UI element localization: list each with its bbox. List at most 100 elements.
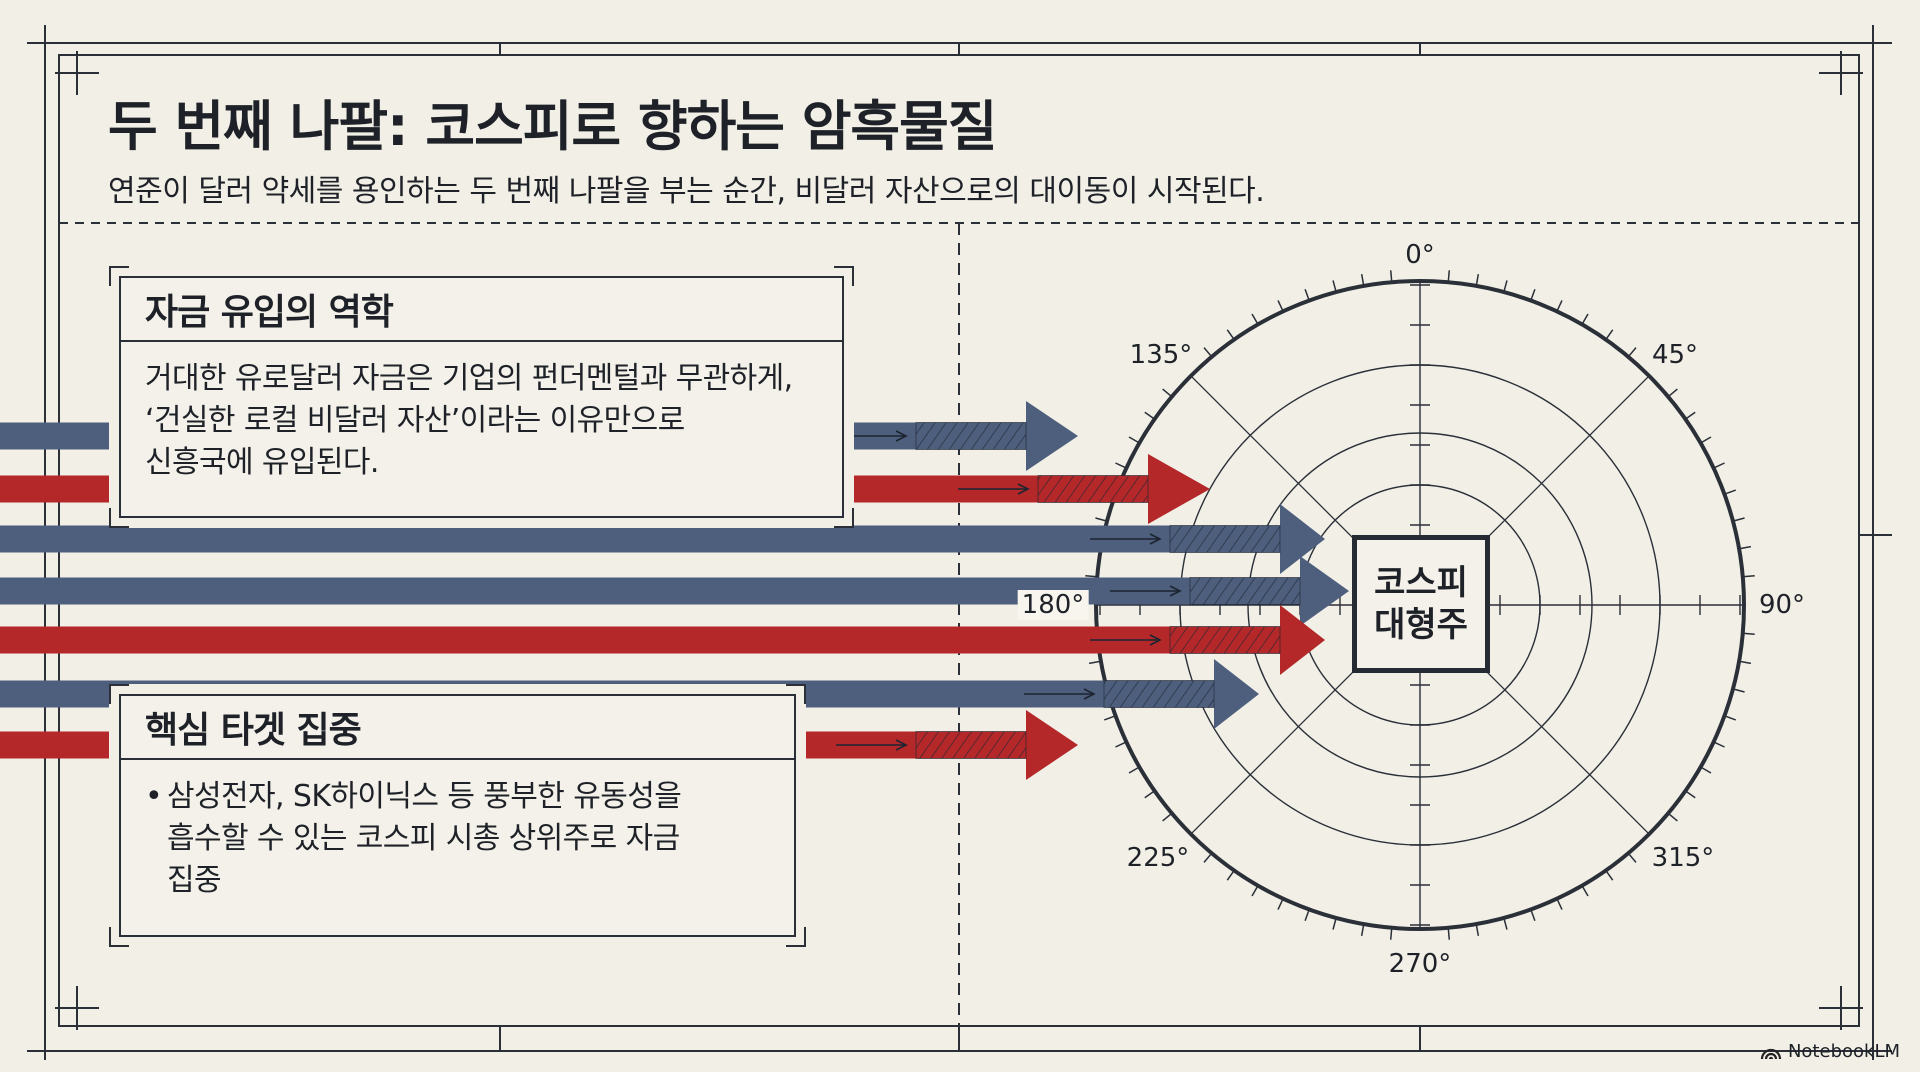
inflow-dynamics-panel: 자금 유입의 역학 거대한 유로달러 자금은 기업의 펀더멘털과 무관하게, ‘…	[109, 266, 854, 528]
flow-arrow-head	[1214, 659, 1259, 729]
angle-label-90: 90°	[1758, 590, 1806, 620]
compass-degree-tick	[1144, 411, 1156, 420]
panel-line: 거대한 유로달러 자금은 기업의 펀더멘털과 무관하게,	[145, 361, 793, 396]
panel-line: 삼성전자, SK하이닉스 등 풍부한 유동성을	[167, 779, 682, 814]
compass-degree-tick	[1203, 347, 1213, 358]
compass-degree-tick	[1667, 388, 1678, 398]
compass-degree-tick	[1447, 927, 1451, 940]
angle-label-45: 45°	[1651, 340, 1699, 370]
flow-direction-arrowhead	[1017, 483, 1030, 495]
compass-degree-tick	[1684, 790, 1696, 799]
compass-degree-tick	[1475, 273, 1480, 287]
kospi-large-cap-target: 코스피 대형주	[1352, 535, 1490, 673]
flow-arrow-hatch	[1169, 626, 1281, 654]
notebooklm-logo-icon	[1760, 1048, 1782, 1059]
compass-degree-tick	[1713, 741, 1725, 748]
flow-arrow-head	[1280, 504, 1325, 574]
compass-degree-tick	[1627, 852, 1637, 863]
compass-degree-tick	[1724, 715, 1736, 721]
flow-arrow-head	[1148, 454, 1210, 524]
compass-degree-tick	[1742, 632, 1755, 636]
bullet-item: • 삼성전자, SK하이닉스 등 풍부한 유동성을 흡수할 수 있는 코스피 시…	[145, 776, 770, 902]
flow-arrow-hatch	[1169, 525, 1281, 553]
compass-degree-tick	[1304, 909, 1310, 921]
compass-degree-tick	[1251, 313, 1259, 325]
compass-degree-tick	[1742, 574, 1755, 578]
flow-arrow-body	[0, 577, 1300, 605]
compass-degree-tick	[1713, 462, 1725, 469]
compass-degree-tick	[1732, 517, 1745, 522]
compass-degree-tick	[1277, 300, 1284, 312]
flow-direction-arrowhead	[1149, 533, 1162, 545]
angle-label-315: 315°	[1651, 843, 1715, 873]
compass-degree-tick	[1684, 411, 1696, 420]
flow-direction-arrowhead	[1169, 585, 1182, 597]
corner-bracket	[834, 266, 854, 286]
brand-name: NotebookLM	[1787, 1041, 1900, 1062]
flow-direction-arrowhead	[895, 739, 908, 751]
flow-arrow-head	[1026, 401, 1078, 471]
compass-degree-tick	[1128, 436, 1140, 444]
flow-arrow-hatch	[915, 731, 1027, 759]
brand-watermark: NotebookLM	[1760, 1041, 1900, 1062]
flow-direction-arrowhead	[895, 430, 908, 442]
panel-line: ‘건실한 로컬 비달러 자산’이라는 이유만으로	[145, 403, 685, 438]
compass-degree-tick	[1203, 852, 1213, 863]
core-target-panel: 핵심 타겟 집중 • 삼성전자, SK하이닉스 등 풍부한 유동성을 흡수할 수…	[109, 684, 806, 947]
compass-degree-tick	[1360, 273, 1365, 287]
flow-arrow-body	[0, 626, 1280, 654]
flow-arrow-body	[0, 525, 1280, 553]
compass-degree-tick	[1332, 917, 1337, 930]
flow-arrow-hatch	[1103, 680, 1215, 708]
compass-degree-tick	[1304, 289, 1310, 301]
compass-degree-tick	[1389, 270, 1393, 283]
target-label: 대형주	[1374, 605, 1468, 645]
flow-arrow-hatch	[915, 422, 1027, 450]
compass-degree-tick	[1667, 812, 1678, 822]
flow-direction-arrowhead	[1149, 634, 1162, 646]
compass-degree-tick	[1530, 289, 1536, 301]
compass-degree-tick	[1360, 923, 1365, 937]
compass-degree-tick	[1475, 923, 1480, 937]
compass-degree-tick	[1738, 660, 1752, 665]
bullet-dot-icon: •	[145, 779, 163, 814]
corner-bracket	[109, 508, 129, 528]
compass-spoke	[1190, 671, 1354, 835]
panel-line: 집중	[167, 863, 222, 898]
compass-degree-tick	[1732, 688, 1745, 693]
corner-bracket	[834, 508, 854, 528]
compass-degree-tick	[1627, 347, 1637, 358]
compass-spoke	[1486, 671, 1650, 835]
compass-degree-tick	[1144, 790, 1156, 799]
flow-arrow-hatch	[1189, 577, 1301, 605]
corner-bracket	[786, 684, 806, 704]
compass-degree-tick	[1503, 917, 1508, 930]
panel-heading: 핵심 타겟 집중	[121, 696, 794, 760]
compass-degree-tick	[1530, 909, 1536, 921]
corner-bracket	[109, 684, 129, 704]
compass-degree-tick	[1226, 869, 1235, 881]
panel-heading: 자금 유입의 역학	[121, 278, 842, 342]
compass-degree-tick	[1700, 436, 1712, 444]
compass-degree-tick	[1724, 489, 1736, 495]
compass-degree-tick	[1605, 329, 1614, 341]
compass-degree-tick	[1738, 545, 1752, 550]
compass-degree-tick	[1104, 715, 1116, 721]
compass-degree-tick	[1115, 741, 1127, 748]
compass-degree-tick	[1095, 517, 1108, 522]
compass-degree-tick	[1162, 388, 1173, 398]
compass-spoke	[1190, 375, 1354, 539]
panel-line: 흡수할 수 있는 코스피 시총 상위주로 자금	[167, 821, 680, 856]
flow-arrow-hatch	[1037, 475, 1149, 503]
angle-label-270: 270°	[1388, 949, 1452, 979]
compass-degree-tick	[1556, 300, 1563, 312]
compass-degree-tick	[1128, 766, 1140, 774]
angle-label-0: 0°	[1405, 240, 1435, 270]
flow-arrow-head	[1280, 605, 1325, 675]
corner-bracket	[786, 927, 806, 947]
compass-degree-tick	[1581, 885, 1589, 897]
compass-degree-tick	[1085, 574, 1098, 578]
compass-degree-tick	[1503, 280, 1508, 293]
compass-degree-tick	[1226, 329, 1235, 341]
compass-degree-tick	[1447, 270, 1451, 283]
